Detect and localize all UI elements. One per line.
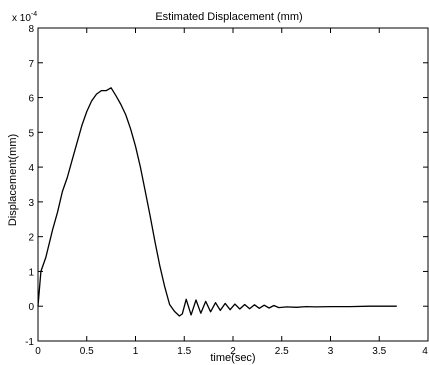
y-multiplier-exponent: -4 xyxy=(31,11,37,18)
y-tick-label: 7 xyxy=(28,59,34,70)
x-tick-label: 0.5 xyxy=(80,346,94,357)
y-tick-label: -1 xyxy=(25,337,34,348)
x-tick-label: 2.5 xyxy=(275,346,289,357)
y-tick-label: 8 xyxy=(28,24,34,35)
y-multiplier-base: x 10 xyxy=(12,13,31,24)
x-tick-label: 2 xyxy=(230,346,236,357)
x-tick-label: 0 xyxy=(35,346,41,357)
y-tick-label: 1 xyxy=(28,267,34,278)
x-tick-label: 1 xyxy=(133,346,139,357)
x-tick-label: 1.5 xyxy=(177,346,191,357)
y-tick-label: 6 xyxy=(28,94,34,105)
y-tick-label: 2 xyxy=(28,233,34,244)
y-tick-label: 4 xyxy=(28,163,34,174)
plot-frame xyxy=(37,27,429,342)
x-axis-label: time(sec) xyxy=(210,352,255,364)
y-tick-label: 5 xyxy=(28,128,34,139)
y-axis-label: Displacement(mm) xyxy=(7,134,19,226)
y-tick-label: 3 xyxy=(28,198,34,209)
chart-title: Estimated Displacement (mm) xyxy=(155,11,302,23)
y-multiplier-label: x 10-4 xyxy=(12,11,37,24)
series-layer xyxy=(37,87,397,317)
y-tick-label: 0 xyxy=(28,302,34,313)
x-tick-label: 3.5 xyxy=(372,346,386,357)
x-tick-label: 4 xyxy=(422,346,428,357)
x-tick-label: 3 xyxy=(328,346,334,357)
series-line-displacement xyxy=(37,87,397,317)
